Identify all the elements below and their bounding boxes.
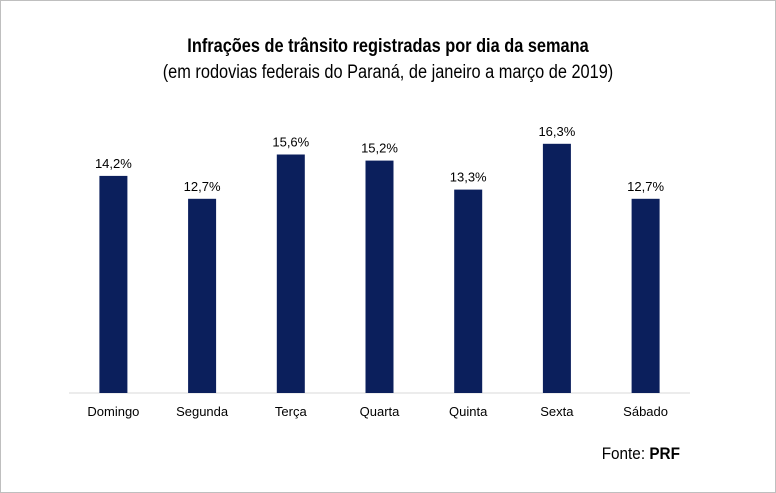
source-name: PRF (649, 444, 680, 463)
data-label-terça: 15,6% (272, 135, 309, 150)
data-label-sábado: 12,7% (627, 179, 664, 194)
bar-quarta (365, 160, 394, 393)
x-tick-label-segunda: Segunda (176, 404, 229, 419)
source-prefix: Fonte: (601, 444, 650, 463)
x-tick-label-sexta: Sexta (540, 404, 574, 419)
chart-title: Infrações de trânsito registradas por di… (187, 36, 589, 57)
bar-terça (276, 154, 305, 393)
data-label-segunda: 12,7% (184, 179, 221, 194)
bar-sábado (631, 198, 660, 393)
bar-domingo (99, 175, 128, 393)
x-tick-label-terça: Terça (275, 404, 308, 419)
x-tick-label-sábado: Sábado (623, 404, 668, 419)
bar-sexta (542, 143, 571, 393)
data-label-quinta: 13,3% (450, 170, 487, 185)
bar-segunda (188, 198, 217, 393)
chart-subtitle: (em rodovias federais do Paraná, de jane… (162, 62, 614, 83)
data-label-sexta: 16,3% (538, 124, 575, 139)
data-label-quarta: 15,2% (361, 141, 398, 156)
source-note: Fonte: PRF (602, 444, 680, 464)
bar-quinta (454, 189, 483, 393)
x-tick-label-domingo: Domingo (87, 404, 139, 419)
data-label-domingo: 14,2% (95, 156, 132, 171)
x-tick-label-quinta: Quinta (449, 404, 488, 419)
x-tick-label-quarta: Quarta (360, 404, 401, 419)
